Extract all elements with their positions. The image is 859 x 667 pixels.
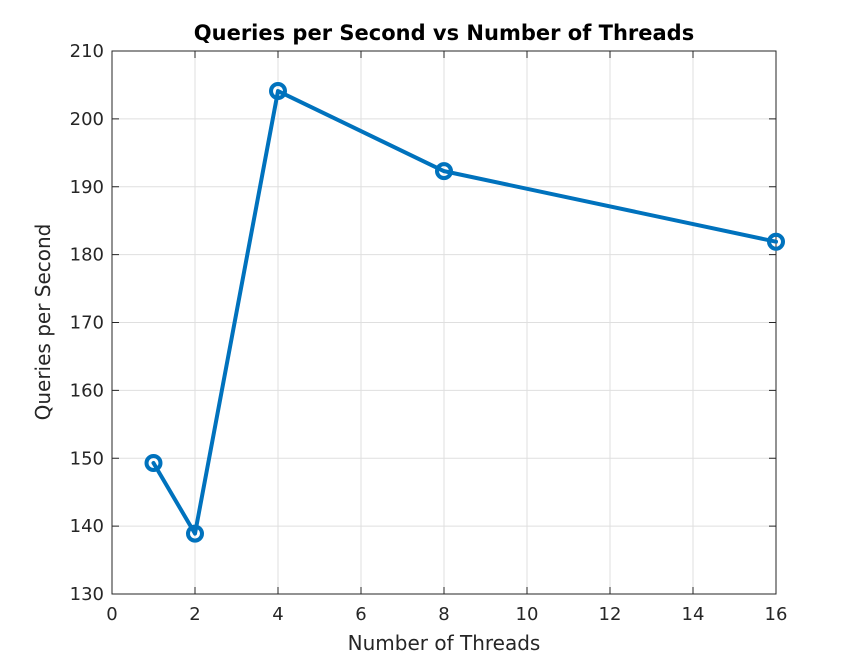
data-point	[144, 454, 163, 473]
y-tick-label: 190	[70, 177, 104, 198]
x-axis-label: Number of Threads	[348, 631, 541, 655]
y-tick-label: 170	[70, 313, 104, 334]
x-tick-label: 8	[438, 604, 449, 625]
x-tick-label: 6	[355, 604, 366, 625]
y-tick-label: 150	[70, 448, 104, 469]
y-tick-label: 200	[70, 109, 104, 130]
data-point	[269, 82, 287, 101]
x-tick-label: 2	[189, 604, 200, 625]
y-tick-label: 140	[70, 516, 104, 537]
y-axis-label: Queries per Second	[31, 224, 55, 421]
data-point	[435, 162, 453, 181]
series	[144, 82, 785, 543]
data-point	[767, 232, 785, 251]
series-line	[151, 89, 778, 536]
grid	[112, 51, 776, 594]
y-tick-label: 160	[70, 380, 104, 401]
y-tick-label: 210	[70, 41, 104, 62]
chart-title: Queries per Second vs Number of Threads	[194, 21, 694, 45]
y-tick-label: 180	[70, 245, 104, 266]
ticks: 0 2 4 6 8 10 12 14 16 130 140 150 160 170 180 190 200 210	[70, 41, 788, 625]
x-tick-label: 12	[599, 604, 622, 625]
x-tick-label: 16	[765, 604, 788, 625]
data-point	[186, 524, 204, 543]
x-tick-label: 10	[516, 604, 539, 625]
x-tick-label: 4	[272, 604, 283, 625]
x-tick-label: 0	[106, 604, 117, 625]
x-tick-label: 14	[682, 604, 705, 625]
y-tick-label: 130	[70, 584, 104, 605]
